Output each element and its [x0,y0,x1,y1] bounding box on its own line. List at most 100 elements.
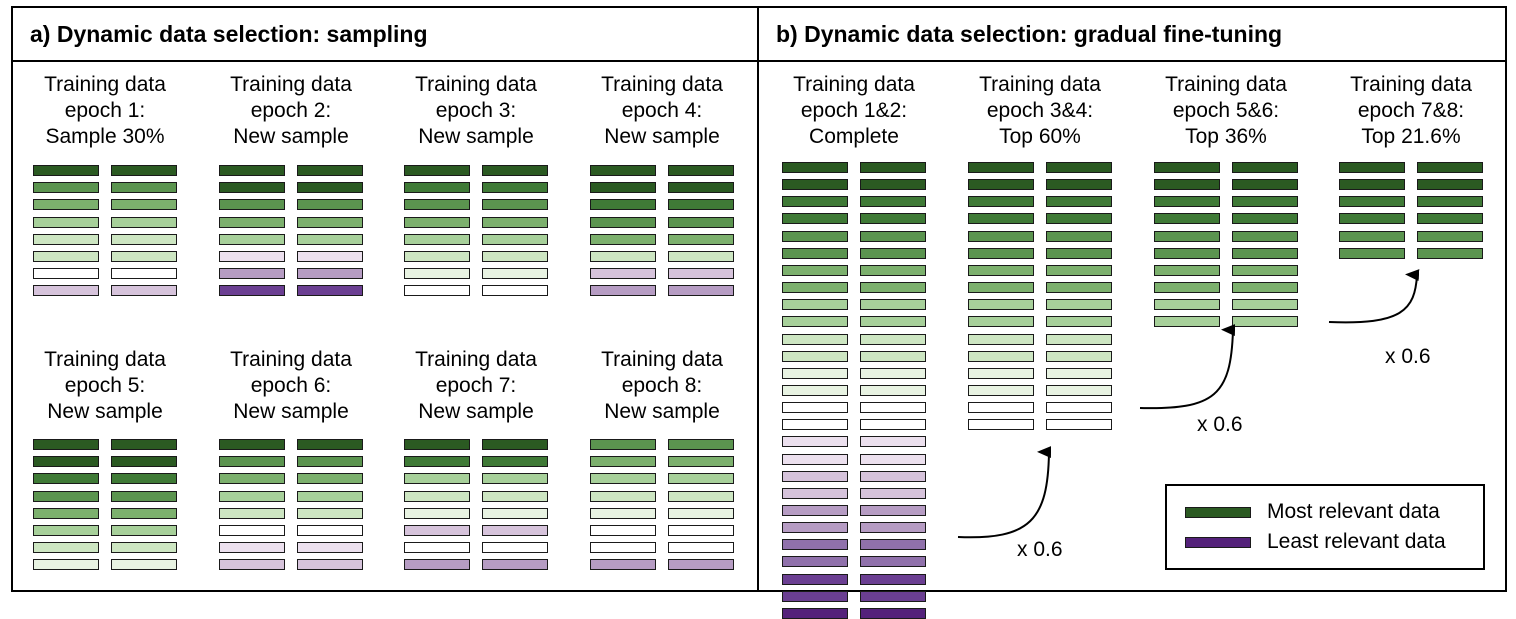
stage-1-bar [782,282,848,294]
epoch-4-caption: Training data epoch 4: New sample [577,72,747,150]
stage-4-bar [1339,247,1405,259]
stage-1-bar [782,556,848,568]
stage-2-bar [968,350,1034,362]
stage-1-bar [782,539,848,551]
epoch-2-bar [219,285,285,297]
stage-2-caption-line-2: epoch 3&4: [986,99,1094,122]
epoch-2-bar [297,268,363,280]
epoch-1-bar [33,165,99,176]
stage-3-bar [1154,299,1220,311]
epoch-2-caption: Training data epoch 2: New sample [206,72,376,150]
epoch-7-bar [482,542,548,554]
stage-3-bar [1154,264,1220,276]
multiplier-label-1: x 0.6 [1017,538,1063,561]
epoch-8-bar [668,490,734,502]
epoch-2-bar [297,251,363,262]
epoch-6-bar [297,456,363,468]
stage-3-bar [1232,299,1298,311]
epoch-8-caption-line-3: New sample [604,400,720,423]
epoch-8-bar [590,525,656,536]
stage-1-bar [860,299,926,311]
epoch-6-caption-line-3: New sample [233,400,349,423]
stage-1-bar [782,316,848,328]
stage-2-caption: Training data epoch 3&4: Top 60% [955,72,1125,150]
epoch-1-bar [111,268,177,280]
stage-1-bar [782,299,848,311]
epoch-1-caption-line-2: epoch 1: [64,99,146,122]
epoch-2-bar [297,285,363,297]
stage-1-caption: Training data epoch 1&2: Complete [769,72,939,150]
epoch-6-caption-line-2: epoch 6: [250,374,332,397]
epoch-8-caption: Training data epoch 8: New sample [577,347,747,425]
epoch-1-caption-line-1: Training data [44,73,166,96]
stage-4-bar [1417,162,1483,173]
stage-1-bar [860,556,926,568]
stage-1-bar [860,264,926,276]
epoch-5-bar [33,559,99,571]
epoch-1-bar [33,268,99,280]
epoch-6-bar [219,456,285,468]
stage-3-bar [1232,230,1298,242]
epoch-2-bar [219,165,285,176]
epoch-4-bar [668,165,734,176]
stage-1-bar [860,470,926,482]
epoch-7-caption-line-1: Training data [415,348,537,371]
epoch-7-bar [482,456,548,468]
stage-2-bar [968,213,1034,225]
epoch-5-caption: Training data epoch 5: New sample [20,347,190,425]
epoch-4-bar [590,199,656,211]
epoch-6-bar [297,542,363,554]
stage-3-bar [1232,179,1298,191]
stage-1-bar [860,316,926,328]
stage-3-bar [1154,316,1220,328]
epoch-5-bar [111,507,177,519]
stage-2-bar [968,179,1034,191]
epoch-8-bar [668,473,734,485]
epoch-4-bar [590,285,656,297]
stage-2-bar [1046,419,1112,431]
epoch-1-caption: Training data epoch 1: Sample 30% [20,72,190,150]
stage-1-bar [782,162,848,173]
stage-4-bar [1417,247,1483,259]
epoch-1-bar [33,251,99,262]
epoch-2-bar [219,216,285,228]
epoch-7-caption: Training data epoch 7: New sample [391,347,561,425]
epoch-4-bar [668,233,734,245]
legend-item-least: Least relevant data [1185,530,1446,554]
stage-1-bar [860,282,926,294]
epoch-7-bar [404,525,470,536]
epoch-6-bar [297,473,363,485]
panel-b-title: b) Dynamic data selection: gradual fine-… [776,21,1283,47]
stage-2-bar [968,367,1034,379]
epoch-7-bar [404,559,470,571]
epoch-1-bar [33,285,99,297]
stage-2-bar [968,264,1034,276]
epoch-3-bar [482,182,548,194]
epoch-7-bar [482,507,548,519]
multiplier-label-3: x 0.6 [1385,345,1431,368]
epoch-1-bar [33,216,99,228]
stage-1-caption-line-1: Training data [793,73,915,96]
epoch-5-bar [111,490,177,502]
stage-1-bar [782,333,848,345]
stage-1-bar [782,607,848,619]
stage-4-bar [1417,196,1483,208]
stage-2-caption-line-1: Training data [979,73,1101,96]
stage-1-bar [860,419,926,431]
epoch-7-bar [482,473,548,485]
stage-3-bar [1232,196,1298,208]
epoch-3-bar [404,268,470,280]
stage-3-bar [1154,196,1220,208]
stage-2-bar [968,402,1034,414]
stage-3-bar [1232,264,1298,276]
epoch-4-bar [668,285,734,297]
epoch-4-bar [668,216,734,228]
stage-1-bar [860,402,926,414]
epoch-2-bar [297,216,363,228]
epoch-6-bar [297,439,363,450]
epoch-4-caption-line-3: New sample [604,125,720,148]
epoch-3-caption-line-2: epoch 3: [435,99,517,122]
legend: Most relevant data Least relevant data [1165,484,1485,570]
stage-2-bar [1046,367,1112,379]
epoch-6-bar [219,473,285,485]
